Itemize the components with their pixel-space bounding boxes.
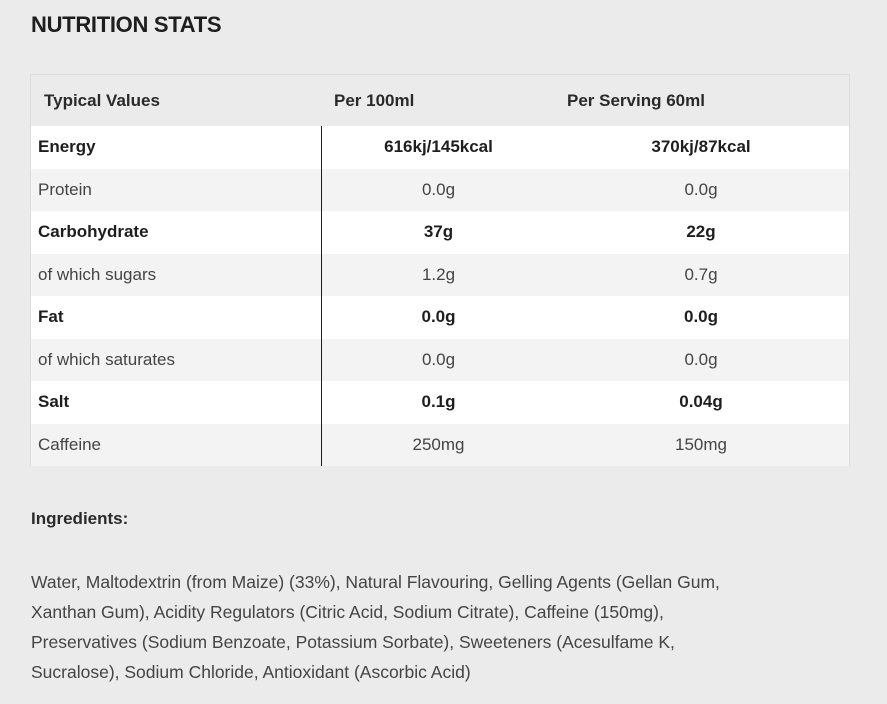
table-header: Typical Values Per 100ml Per Serving 60m… [31,75,849,126]
ingredients-line: Water, Maltodextrin (from Maize) (33%), … [31,572,720,592]
nutrient-name: Caffeine [38,434,102,454]
per-serving-value: 370kj/87kcal [651,137,751,157]
table-row: Fat 0.0g 0.0g [31,296,849,339]
table-row: of which saturates 0.0g 0.0g [31,338,849,381]
per-serving-value: 0.0g [683,307,719,327]
ingredients-text: Water, Maltodextrin (from Maize) (33%), … [31,567,851,687]
table-row: Salt 0.1g 0.04g [31,381,849,424]
column-divider [321,126,322,466]
per-100ml-value: 616kj/145kcal [384,137,493,157]
per-serving-value: 150mg [675,434,727,454]
column-header-per-serving: Per Serving 60ml [567,91,705,110]
per-100ml-value: 0.1g [421,392,456,412]
per-100ml-value: 0.0g [421,307,456,327]
nutrition-table: Typical Values Per 100ml Per Serving 60m… [30,74,850,466]
table-row: of which sugars 1.2g 0.7g [31,253,849,296]
per-100ml-value: 37g [423,222,454,242]
per-serving-value: 0.7g [684,264,718,284]
per-serving-value: 22g [686,222,716,242]
ingredients-heading: Ingredients: [31,509,129,528]
nutrient-name: of which sugars [38,264,157,284]
ingredients-line: Preservatives (Sodium Benzoate, Potassiu… [31,632,675,652]
column-header-per-100ml: Per 100ml [334,91,415,110]
table-row: Carbohydrate 37g 22g [31,211,849,254]
per-100ml-value: 0.0g [421,179,456,199]
table-row: Protein 0.0g 0.0g [31,168,849,211]
nutrient-name: Protein [38,179,92,199]
nutrient-name: Salt [38,392,70,412]
per-100ml-value: 1.2g [421,264,456,284]
column-header-typical-values: Typical Values [44,91,160,110]
nutrient-name: Fat [38,307,64,327]
ingredients-line: Xanthan Gum), Acidity Regulators (Citric… [31,602,664,622]
nutrient-name: Energy [38,137,96,157]
ingredients-line: Sucralose), Sodium Chloride, Antioxidant… [31,662,471,682]
nutrient-name: Carbohydrate [38,222,149,242]
table-row: Caffeine 250mg 150mg [31,423,849,466]
per-serving-value: 0.0g [684,349,718,369]
table-row: Energy 616kj/145kcal 370kj/87kcal [31,126,849,169]
per-100ml-value: 0.0g [421,349,456,369]
per-serving-value: 0.04g [679,392,723,412]
per-100ml-value: 250mg [412,434,465,454]
nutrient-name: of which saturates [38,349,176,369]
per-serving-value: 0.0g [684,179,718,199]
page-title: NUTRITION STATS [31,12,222,37]
